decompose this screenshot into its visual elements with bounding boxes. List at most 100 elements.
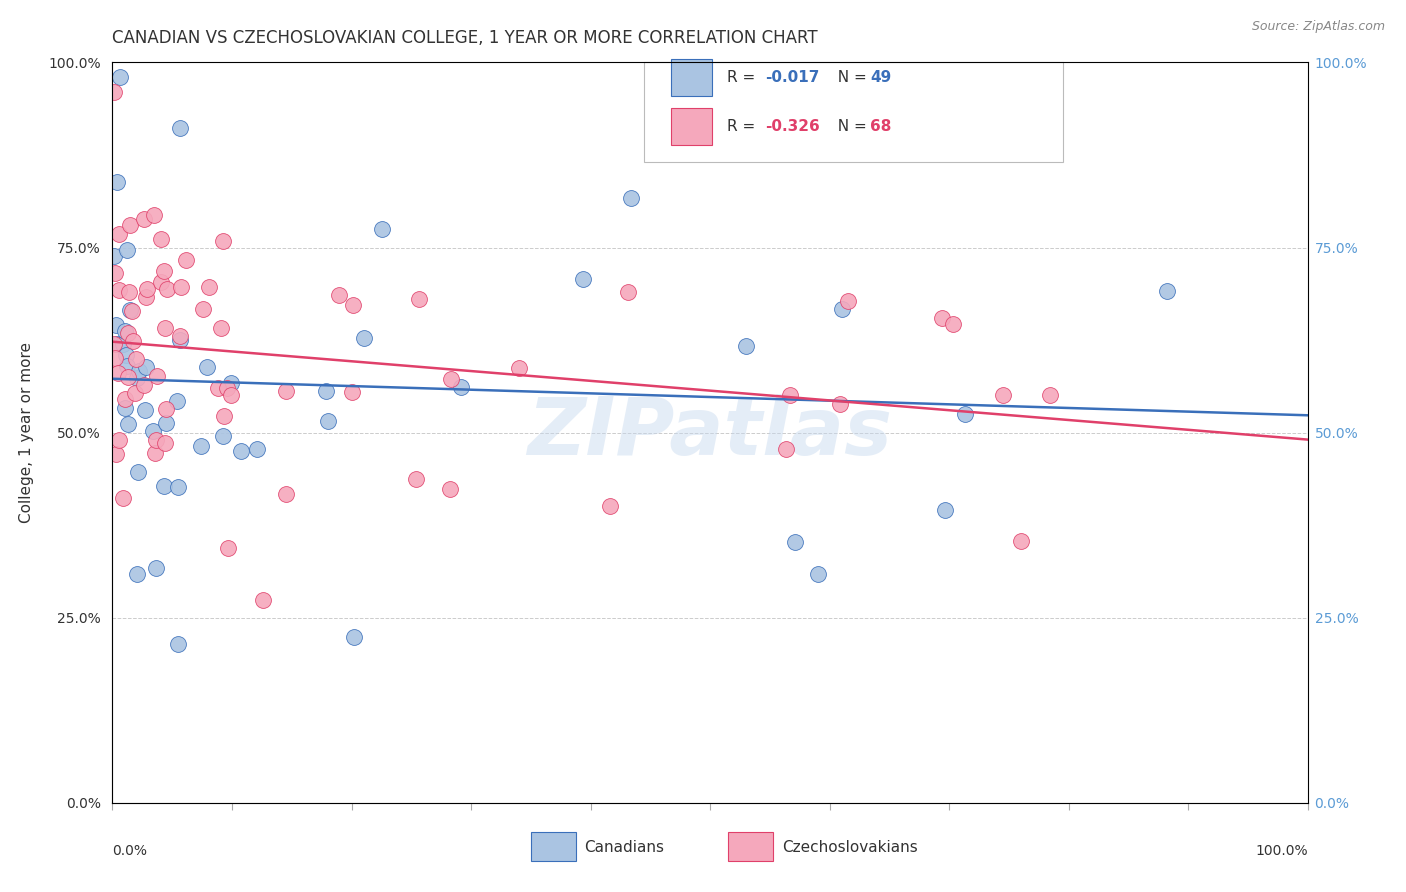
Point <box>125 352 148 367</box>
Point <box>191 302 214 317</box>
Point <box>114 392 136 406</box>
Text: CANADIAN VS CZECHOSLOVAKIAN COLLEGE, 1 YEAR OR MORE CORRELATION CHART: CANADIAN VS CZECHOSLOVAKIAN COLLEGE, 1 Y… <box>112 29 818 47</box>
Point <box>103 250 125 264</box>
Point <box>104 447 127 461</box>
Point <box>127 371 149 385</box>
Point <box>942 318 965 332</box>
Point <box>342 298 364 312</box>
Point <box>167 480 190 494</box>
Point <box>953 408 976 422</box>
Point <box>117 369 139 384</box>
Point <box>150 232 173 246</box>
Point <box>143 446 166 460</box>
Text: R =: R = <box>727 120 759 135</box>
Point <box>318 414 340 428</box>
Point <box>103 351 125 365</box>
Point <box>212 409 235 424</box>
Y-axis label: College, 1 year or more: College, 1 year or more <box>20 343 34 523</box>
Text: R =: R = <box>727 70 759 85</box>
Point <box>134 403 156 417</box>
Point <box>169 333 191 347</box>
Point <box>108 70 131 85</box>
Point <box>315 384 337 398</box>
Point <box>508 360 530 375</box>
Text: -0.326: -0.326 <box>765 120 820 135</box>
FancyBboxPatch shape <box>644 62 1063 162</box>
Point <box>353 331 375 345</box>
Text: Canadians: Canadians <box>585 839 665 855</box>
Point <box>114 324 136 338</box>
Point <box>128 364 150 378</box>
Point <box>991 388 1014 402</box>
Text: Source: ZipAtlas.com: Source: ZipAtlas.com <box>1251 20 1385 33</box>
Point <box>121 304 143 318</box>
Text: 49: 49 <box>870 70 891 85</box>
Point <box>211 429 233 443</box>
Text: 100.0%: 100.0% <box>1256 844 1308 857</box>
Point <box>155 401 177 416</box>
Point <box>155 436 177 450</box>
Point <box>246 442 269 457</box>
Point <box>211 234 233 248</box>
Point <box>617 285 640 300</box>
Point <box>167 637 190 651</box>
Point <box>599 499 621 513</box>
Point <box>128 466 150 480</box>
Point <box>207 381 229 395</box>
Point <box>108 433 131 447</box>
Point <box>135 290 157 304</box>
Point <box>440 372 463 386</box>
Point <box>342 384 364 399</box>
Point <box>219 376 242 391</box>
Point <box>124 386 146 401</box>
Point <box>1156 284 1178 298</box>
Point <box>105 337 128 351</box>
Point <box>190 439 212 453</box>
Point <box>108 283 131 297</box>
Point <box>111 491 134 505</box>
Point <box>1039 388 1062 402</box>
Point <box>115 348 138 362</box>
Point <box>439 483 461 497</box>
FancyBboxPatch shape <box>728 832 773 861</box>
Point <box>145 560 167 574</box>
Point <box>114 401 136 415</box>
Point <box>276 384 298 398</box>
Point <box>118 285 141 300</box>
Point <box>217 381 239 395</box>
Point <box>108 227 131 242</box>
Text: Czechoslovakians: Czechoslovakians <box>782 839 918 855</box>
Point <box>343 630 366 644</box>
Point <box>117 326 139 340</box>
Point <box>127 566 149 581</box>
Point <box>115 243 138 257</box>
Point <box>779 388 801 402</box>
Point <box>118 303 141 318</box>
Point <box>371 222 394 236</box>
Point <box>156 282 179 296</box>
FancyBboxPatch shape <box>671 108 713 145</box>
Point <box>828 396 851 410</box>
Point <box>112 336 135 351</box>
Point <box>120 219 142 233</box>
Point <box>405 473 427 487</box>
Point <box>104 266 127 280</box>
Point <box>115 359 138 373</box>
Point <box>132 212 155 227</box>
Point <box>169 120 191 135</box>
Point <box>807 566 830 581</box>
Point <box>785 535 807 549</box>
Point <box>103 337 125 351</box>
Point <box>135 360 157 375</box>
Point <box>934 502 956 516</box>
Point <box>620 191 643 205</box>
Point <box>450 380 472 394</box>
Point <box>132 377 155 392</box>
Point <box>735 339 758 353</box>
Text: N =: N = <box>828 120 872 135</box>
Point <box>229 443 252 458</box>
Point <box>142 208 165 222</box>
Point <box>219 388 242 402</box>
Point <box>155 416 177 430</box>
Point <box>166 393 188 408</box>
